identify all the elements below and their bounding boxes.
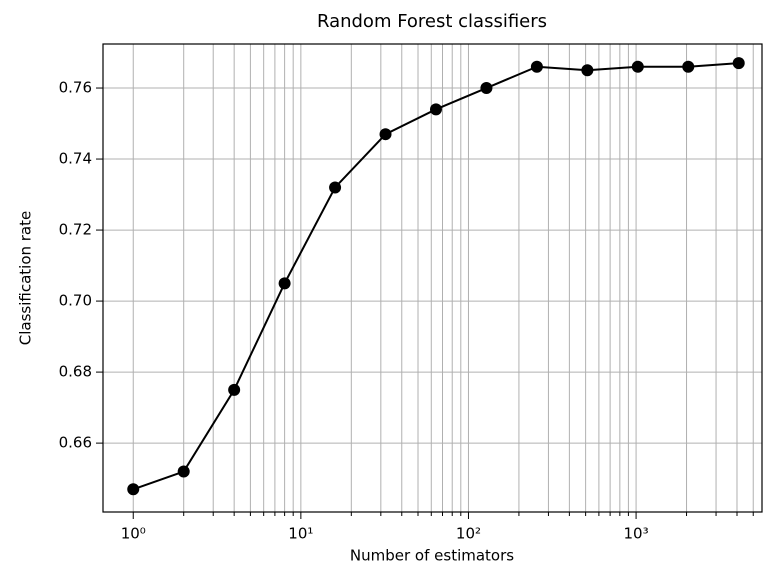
marker	[379, 128, 392, 141]
y-tick-label: 0.68	[59, 363, 92, 381]
marker	[530, 60, 543, 73]
y-tick-label: 0.70	[59, 292, 92, 310]
chart-title: Random Forest classifiers	[317, 11, 547, 32]
y-tick-label: 0.76	[59, 79, 92, 97]
marker	[127, 483, 140, 496]
marker	[278, 277, 291, 290]
x-tick-label: 10²	[456, 525, 481, 543]
x-tick-label: 10³	[624, 525, 649, 543]
y-tick-label: 0.72	[59, 221, 92, 239]
marker	[429, 103, 442, 116]
y-axis-label: Classification rate	[17, 211, 35, 346]
marker	[682, 60, 695, 73]
y-tick-label: 0.66	[59, 434, 92, 452]
marker	[480, 82, 493, 95]
marker	[631, 60, 644, 73]
x-tick-label: 10¹	[288, 525, 313, 543]
marker	[177, 465, 190, 478]
marker	[228, 383, 241, 396]
marker	[329, 181, 342, 194]
line	[132, 62, 739, 491]
marker	[732, 57, 745, 70]
marker	[581, 64, 594, 77]
x-axis-label: Number of estimators	[350, 547, 514, 565]
x-tick-label: 10⁰	[121, 525, 146, 543]
y-tick-label: 0.74	[59, 150, 92, 168]
plot-frame	[102, 43, 763, 513]
